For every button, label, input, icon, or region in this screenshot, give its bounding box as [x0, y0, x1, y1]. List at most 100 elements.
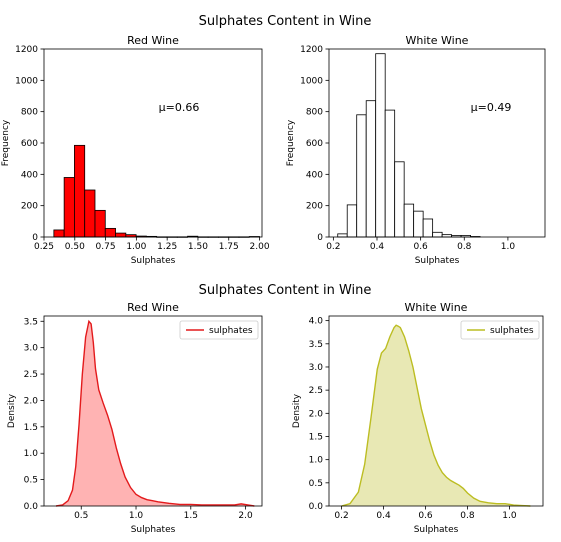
y-axis-label: Density [7, 393, 17, 428]
x-tick-label: 0.2 [326, 242, 340, 252]
y-tick-label: 600 [306, 139, 323, 149]
x-axis-label: Sulphates [131, 256, 176, 266]
y-tick-label: 800 [21, 108, 38, 118]
histogram-bar [104, 227, 116, 238]
suptitle-top: Sulphates Content in Wine [199, 14, 372, 29]
y-tick-label: 0.5 [24, 476, 38, 486]
axes-frame [43, 315, 263, 507]
histogram-bar [394, 161, 405, 238]
x-tick-label: 1.0 [129, 511, 144, 521]
y-tick-label: 3.0 [309, 363, 324, 373]
x-axis-label: Sulphates [131, 525, 176, 535]
y-tick-label: 600 [21, 139, 38, 149]
y-tick-label: 2.5 [24, 370, 38, 380]
suptitle-bottom: Sulphates Content in Wine [199, 283, 372, 298]
y-tick-label: 0 [317, 233, 323, 243]
y-tick-label: 800 [306, 108, 323, 118]
panel-title: Red Wine [127, 301, 179, 314]
x-tick-label: 0.75 [96, 242, 116, 252]
density-line [341, 324, 531, 507]
density-line [55, 319, 255, 507]
axes-frame [328, 315, 544, 507]
x-axis-label: Sulphates [414, 525, 459, 535]
x-tick-label: 0.2 [334, 511, 348, 521]
x-tick-label: 1.0 [501, 242, 516, 252]
density-area [341, 325, 531, 506]
y-tick-label: 400 [306, 170, 323, 180]
y-tick-label: 200 [21, 202, 38, 212]
x-tick-label: 0.4 [370, 242, 385, 252]
panel-title: White Wine [406, 34, 469, 47]
histogram-bar [53, 229, 65, 238]
x-tick-label: 1.50 [188, 242, 208, 252]
x-tick-label: 1.75 [219, 242, 239, 252]
y-tick-label: 3.5 [309, 340, 323, 350]
y-tick-label: 2.5 [309, 386, 323, 396]
y-tick-label: 2.0 [24, 396, 39, 406]
y-tick-label: 0.0 [309, 502, 324, 512]
y-tick-label: 400 [21, 170, 38, 180]
histogram-bar [84, 189, 96, 238]
legend-box [460, 320, 540, 340]
y-tick-label: 0.5 [309, 479, 323, 489]
y-tick-label: 1.5 [309, 432, 323, 442]
x-tick-label: 1.00 [126, 242, 146, 252]
histogram-bar [94, 209, 106, 238]
legend-label: sulphates [490, 326, 534, 336]
y-tick-label: 1200 [300, 45, 323, 55]
legend-label: sulphates [209, 326, 253, 336]
legend-box [179, 320, 259, 340]
y-tick-label: 2.0 [309, 409, 324, 419]
x-tick-label: 1.5 [184, 511, 198, 521]
histogram-bar [356, 114, 367, 238]
histogram-bar [63, 177, 75, 238]
histogram-bar [115, 232, 127, 238]
y-axis-label: Frequency [286, 119, 296, 166]
histogram-bar [432, 231, 443, 238]
legend: sulphates [460, 320, 540, 340]
x-tick-label: 0.8 [457, 242, 472, 252]
x-tick-label: 0.6 [413, 242, 428, 252]
x-tick-label: 2.0 [238, 511, 253, 521]
x-tick-label: 1.25 [157, 242, 177, 252]
density-area [56, 321, 255, 506]
y-axis-label: Density [292, 393, 302, 428]
y-tick-label: 200 [306, 202, 323, 212]
mean-annotation: μ=0.49 [471, 101, 512, 114]
histogram-bar [384, 109, 396, 238]
panel-title: White Wine [405, 301, 468, 314]
x-tick-label: 0.4 [376, 511, 391, 521]
white-wine-histogram-panel: White Wine μ=0.49 0.2 0.4 0.6 0.8 1.0 0 200 400 60… [286, 34, 546, 266]
y-tick-label: 3.5 [24, 317, 38, 327]
x-tick-label: 0.50 [65, 242, 85, 252]
x-axis-label: Sulphates [415, 256, 460, 266]
histogram-bar [74, 144, 86, 238]
x-tick-label: 0.25 [34, 242, 54, 252]
y-tick-label: 1000 [300, 76, 323, 86]
panel-title: Red Wine [127, 34, 179, 47]
y-tick-label: 1200 [15, 45, 38, 55]
x-tick-label: 0.8 [460, 511, 475, 521]
y-axis-label: Frequency [1, 119, 11, 166]
histogram-bar [422, 218, 434, 238]
y-tick-label: 1.0 [24, 449, 39, 459]
red-wine-histogram-panel: Red Wine μ=0.66 0.25 0.50 0.75 1.00 1.25 1.50 1.… [1, 34, 270, 266]
y-tick-label: 4.0 [309, 317, 324, 327]
histogram-bar [413, 210, 424, 238]
y-tick-label: 1.0 [309, 456, 324, 466]
red-wine-density-panel: Red Wine sulphates 0.5 1.0 1.5 2.0 0.0 0.5 1.0 1.… [7, 301, 263, 535]
y-tick-label: 0.0 [24, 502, 39, 512]
x-tick-label: 1.0 [502, 511, 517, 521]
y-tick-label: 1.5 [24, 423, 38, 433]
histogram-bar [346, 204, 358, 238]
y-tick-label: 1000 [15, 76, 38, 86]
histogram-bar [337, 233, 348, 238]
x-tick-label: 0.5 [74, 511, 88, 521]
mean-annotation: μ=0.66 [159, 101, 200, 114]
legend: sulphates [179, 320, 259, 340]
y-tick-label: 3.0 [24, 344, 39, 354]
histogram-bar [403, 203, 415, 238]
y-tick-label: 0 [32, 233, 38, 243]
x-tick-label: 2.00 [250, 242, 270, 252]
